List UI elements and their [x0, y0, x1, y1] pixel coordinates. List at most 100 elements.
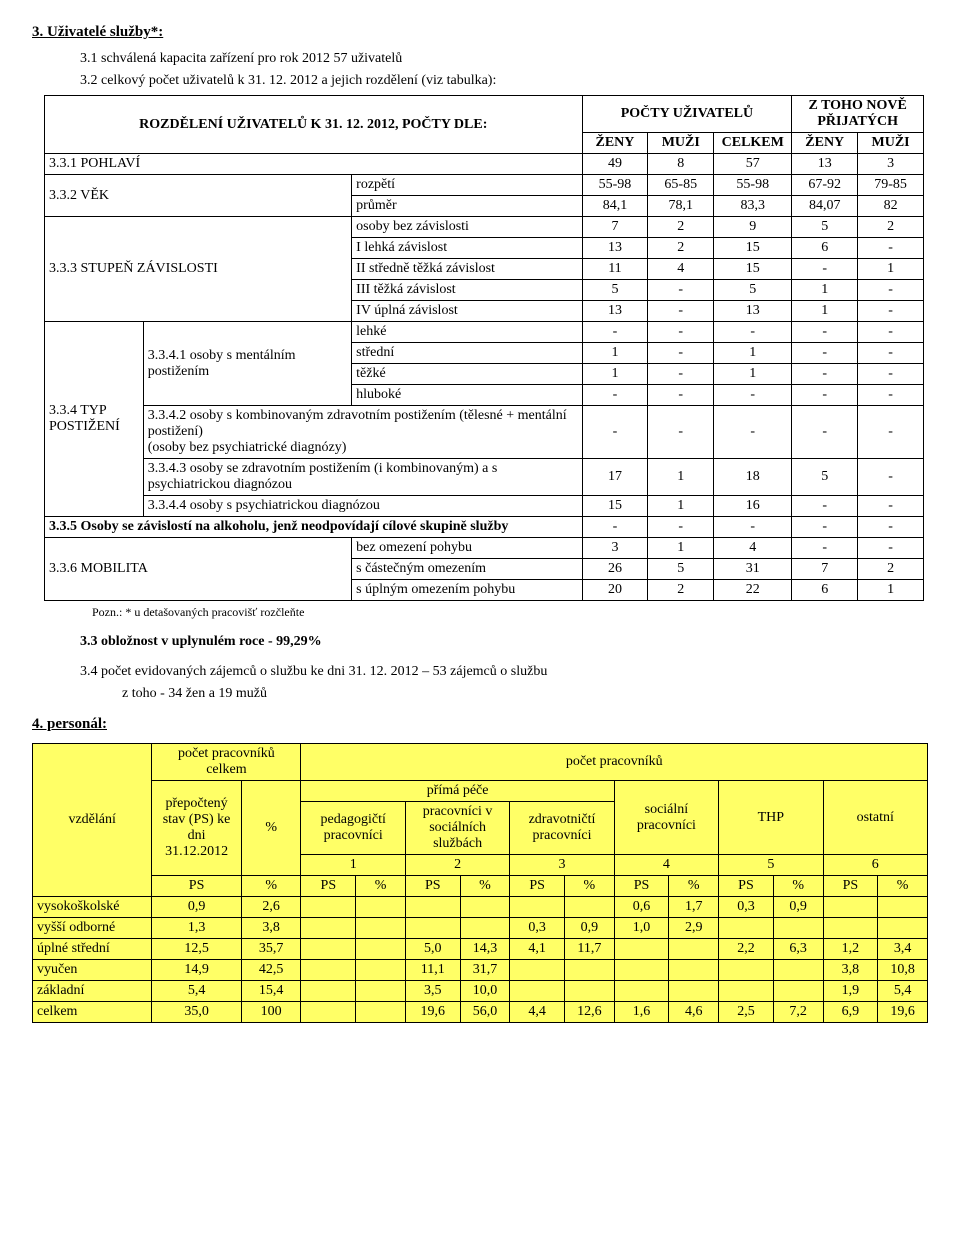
cell: 2 [858, 559, 924, 580]
cell: - [648, 280, 714, 301]
hdr-pct2: % [356, 876, 406, 897]
table-row: PS% PS% PS% PS% PS% PS% PS% [33, 876, 928, 897]
cell: 0,3 [510, 918, 565, 939]
cell: 3 [858, 154, 924, 175]
cell [301, 918, 356, 939]
cell: - [858, 496, 924, 517]
cell: - [648, 406, 714, 459]
cell [564, 960, 614, 981]
cell [878, 897, 928, 918]
hdr-n6: 6 [823, 855, 927, 876]
cell [356, 981, 406, 1002]
hdr-prep: přepočtený stav (PS) ke dni 31.12.2012 [152, 781, 242, 876]
hdr-ost: ostatní [823, 781, 927, 855]
cell: - [858, 406, 924, 459]
cell-lbl: průměr [352, 196, 582, 217]
cell [823, 918, 878, 939]
cell [564, 897, 614, 918]
hdr-ps: PS [823, 876, 878, 897]
cell: 5,0 [405, 939, 460, 960]
hdr-pct2: % [564, 876, 614, 897]
cell [510, 897, 565, 918]
cell: - [858, 343, 924, 364]
row-3342: 3.3.4.2 osoby s kombinovaným zdravotním … [143, 406, 582, 459]
hdr-n4: 4 [614, 855, 718, 876]
cell: 84,1 [582, 196, 648, 217]
table-row: vyšší odborné1,33,80,30,91,02,9 [33, 918, 928, 939]
row-label: vyučen [33, 960, 152, 981]
cell: 13 [714, 301, 792, 322]
cell [823, 897, 878, 918]
cell: 5,4 [878, 981, 928, 1002]
cell: - [792, 517, 858, 538]
table-row: 3.3.2 VĚK rozpětí 55-98 65-85 55-98 67-9… [45, 175, 924, 196]
cell: 5 [582, 280, 648, 301]
cell: 3,4 [878, 939, 928, 960]
hdr-pc-celkem: počet pracovníků celkem [152, 744, 301, 781]
line-3-3: 3.3 obložnost v uplynulém roce - 99,29% [80, 634, 928, 650]
row-334: 3.3.4 TYP POSTIŽENÍ [45, 322, 144, 517]
cell-lbl: těžké [352, 364, 582, 385]
cell: 6 [792, 580, 858, 601]
cell: 26 [582, 559, 648, 580]
cell-lbl: III těžká závislost [352, 280, 582, 301]
cell: - [792, 364, 858, 385]
cell: 1,7 [669, 897, 719, 918]
hdr-ps: PS [510, 876, 565, 897]
cell: 1 [582, 343, 648, 364]
cell: - [582, 322, 648, 343]
cell: - [648, 322, 714, 343]
hdr-zdr: zdravotničtí pracovníci [510, 802, 614, 855]
cell: 0,6 [614, 897, 669, 918]
cell [301, 897, 356, 918]
cell [773, 960, 823, 981]
cell: 84,07 [792, 196, 858, 217]
cell: 15 [714, 259, 792, 280]
cell-lbl: s částečným omezením [352, 559, 582, 580]
cell-lbl: hluboké [352, 385, 582, 406]
cell: 6,9 [823, 1002, 878, 1023]
hdr-ps: PS [614, 876, 669, 897]
line-3-4a: 3.4 počet evidovaných zájemců o službu k… [80, 664, 928, 680]
cell [878, 918, 928, 939]
hdr-zeny: ŽENY [582, 133, 648, 154]
cell [669, 960, 719, 981]
cell: 65-85 [648, 175, 714, 196]
table-row: 3.3.1 POHLAVÍ 49 8 57 13 3 [45, 154, 924, 175]
hdr-pct2: % [669, 876, 719, 897]
cell [669, 981, 719, 1002]
cell: 1 [858, 259, 924, 280]
cell: 1 [648, 459, 714, 496]
row-333: 3.3.3 STUPEŇ ZÁVISLOSTI [45, 217, 352, 322]
row-label: úplné střední [33, 939, 152, 960]
cell: 2 [648, 217, 714, 238]
line-3-4b: z toho - 34 žen a 19 mužů [122, 686, 928, 702]
cell: 4,6 [669, 1002, 719, 1023]
cell [614, 981, 669, 1002]
hdr-main: ROZDĚLENÍ UŽIVATELŮ K 31. 12. 2012, POČT… [45, 96, 583, 154]
hdr-pct2: % [241, 876, 301, 897]
cell: - [714, 322, 792, 343]
cell: 4,1 [510, 939, 565, 960]
hdr-pct2: % [773, 876, 823, 897]
cell: 15 [714, 238, 792, 259]
cell: - [714, 406, 792, 459]
cell: 19,6 [878, 1002, 928, 1023]
cell [460, 918, 510, 939]
cell: 10,0 [460, 981, 510, 1002]
cell: 2,5 [719, 1002, 774, 1023]
cell: - [582, 517, 648, 538]
cell: 3,8 [241, 918, 301, 939]
hdr-ps: PS [152, 876, 242, 897]
cell: 1 [714, 343, 792, 364]
cell: 100 [241, 1002, 301, 1023]
cell: 5 [792, 459, 858, 496]
cell-lbl: bez omezení pohybu [352, 538, 582, 559]
hdr-celkem: CELKEM [714, 133, 792, 154]
row-label: vysokoškolské [33, 897, 152, 918]
hdr-nove: Z TOHO NOVĚ PŘIJATÝCH [792, 96, 924, 133]
hdr-n1: 1 [301, 855, 405, 876]
cell: 8 [648, 154, 714, 175]
cell: 13 [582, 301, 648, 322]
cell [405, 918, 460, 939]
